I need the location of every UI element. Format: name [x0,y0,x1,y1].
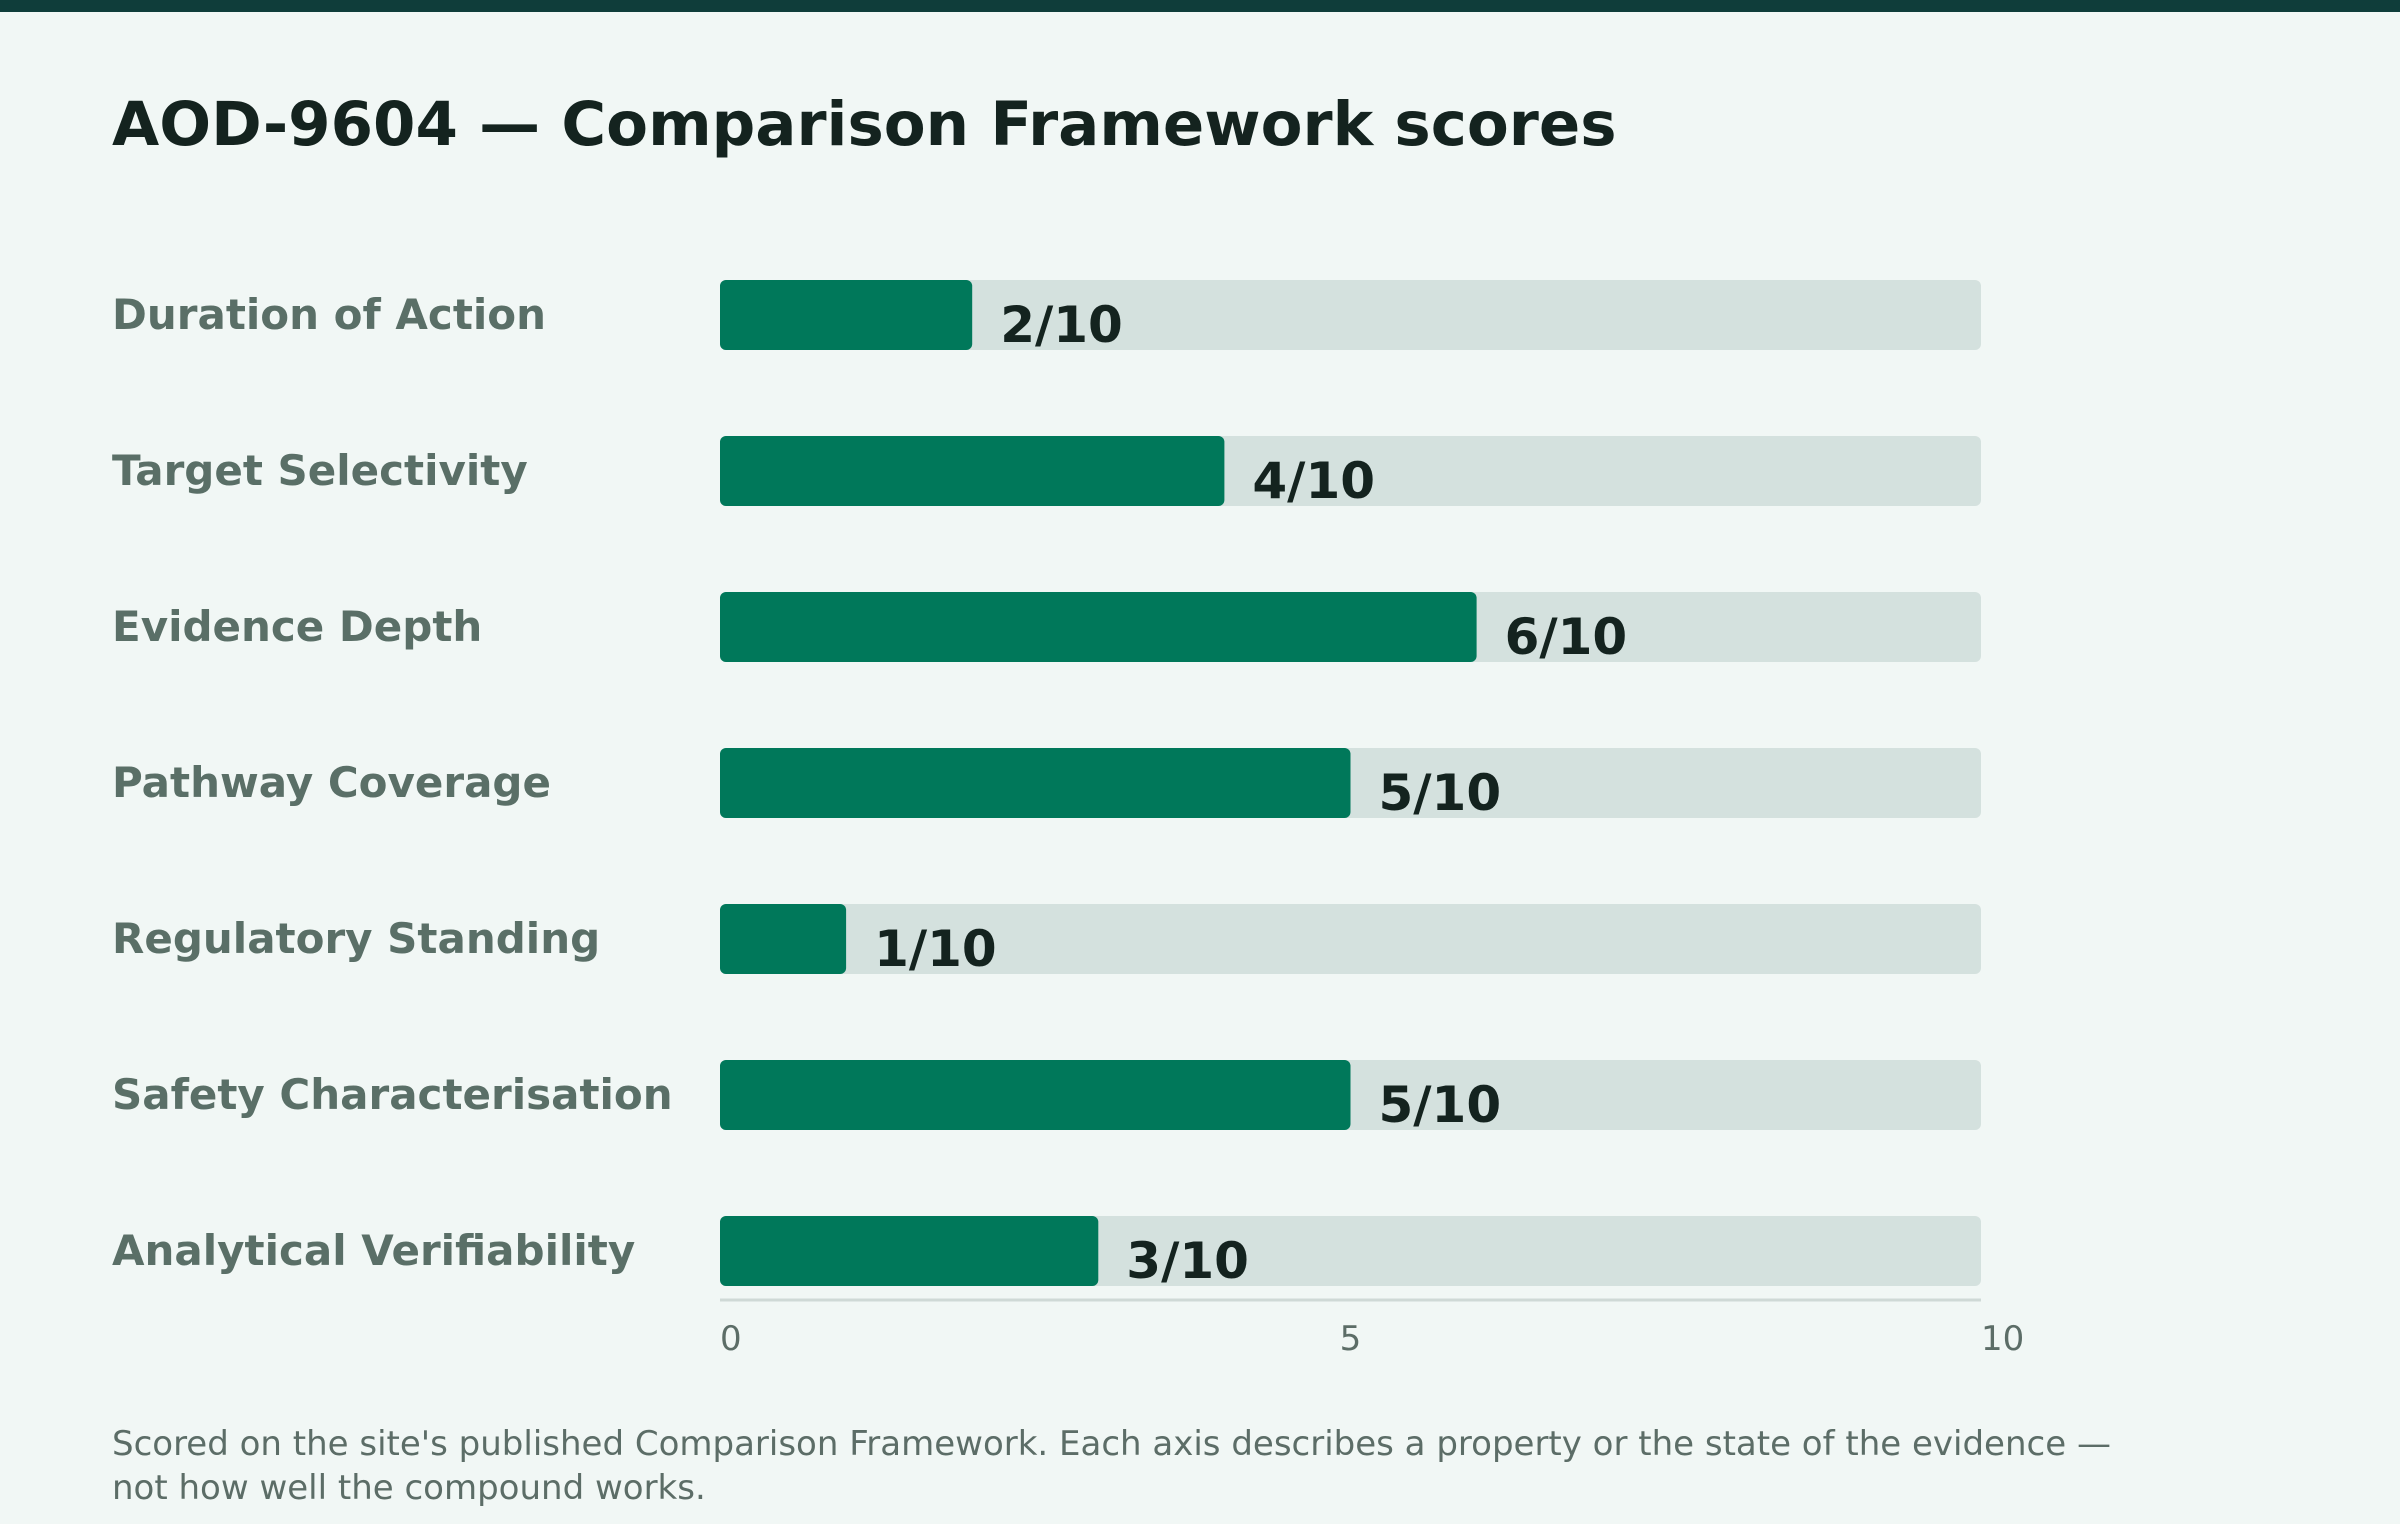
category-label: Target Selectivity [112,446,528,495]
value-label: 1/10 [874,920,997,978]
value-label: 5/10 [1379,1076,1502,1134]
value-label: 5/10 [1379,764,1502,822]
category-label: Safety Characterisation [112,1070,673,1119]
value-label: 4/10 [1252,452,1375,510]
category-label: Pathway Coverage [112,758,551,807]
top-accent-bar [0,0,2400,12]
category-label: Regulatory Standing [112,914,600,963]
bar [720,592,1477,662]
value-label: 6/10 [1505,608,1628,666]
category-label: Duration of Action [112,290,546,339]
value-label: 2/10 [1000,296,1123,354]
bar [720,280,973,350]
x-tick-label: 0 [720,1319,742,1359]
page-title: AOD-9604 — Comparison Framework scores [112,89,1617,160]
x-tick-label: 10 [1981,1319,2024,1359]
bar [720,748,1351,818]
bar [720,436,1225,506]
category-label: Analytical Verifiability [112,1226,635,1275]
x-tick-label: 5 [1340,1319,1362,1359]
category-label: Evidence Depth [112,602,482,651]
footnote: Scored on the site's published Compariso… [112,1424,2111,1508]
bar-track [720,280,1981,350]
value-label: 3/10 [1126,1232,1249,1290]
bar [720,1060,1351,1130]
bar-track [720,904,1981,974]
bar [720,1216,1099,1286]
bar [720,904,847,974]
